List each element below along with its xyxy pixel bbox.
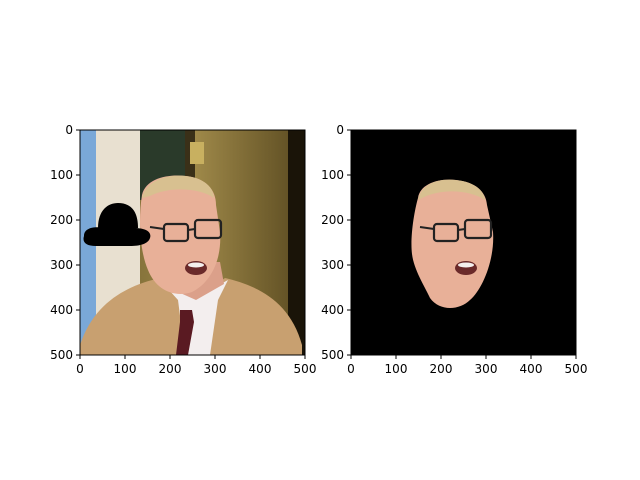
right-x-tick-label: 0	[347, 362, 355, 376]
left-y-tick-label: 100	[50, 168, 73, 182]
left-x-tick-label: 100	[114, 362, 137, 376]
left-image-panel	[80, 130, 305, 355]
left-y-ticks: 0 100 200 300 400 500	[50, 123, 80, 362]
glasses-arm	[149, 226, 165, 230]
left-y-tick-label: 400	[50, 303, 73, 317]
left-axes-frame	[79, 129, 306, 356]
segmented-face	[411, 179, 494, 308]
segmented-glasses-arm	[419, 226, 435, 230]
left-y-tick-label: 300	[50, 258, 73, 272]
glasses-bridge	[187, 228, 196, 231]
segmented-glasses-left	[432, 222, 460, 243]
hair	[142, 175, 214, 198]
right-y-tick-label: 100	[321, 168, 344, 182]
tie	[176, 310, 194, 355]
right-x-tick-label: 400	[520, 362, 543, 376]
right-y-tick-label: 400	[321, 303, 344, 317]
segmented-hair	[418, 179, 485, 200]
hat-crown	[98, 203, 138, 228]
right-x-tick-label: 500	[565, 362, 588, 376]
glasses-lens-left	[162, 222, 190, 243]
right-x-tick-label: 100	[385, 362, 408, 376]
shirt	[160, 280, 228, 355]
right-x-ticks: 0 100 200 300 400 500	[347, 355, 587, 376]
teeth	[188, 262, 204, 268]
left-x-tick-label: 400	[249, 362, 272, 376]
right-y-tick-label: 500	[321, 348, 344, 362]
right-x-tick-label: 200	[430, 362, 453, 376]
right-axes-frame	[350, 129, 577, 356]
left-x-tick-label: 500	[294, 362, 317, 376]
right-y-tick-label: 300	[321, 258, 344, 272]
segmented-glasses-bridge	[457, 228, 466, 231]
left-x-ticks: 0 100 200 300 400 500	[76, 355, 316, 376]
left-x-tick-label: 300	[204, 362, 227, 376]
door-shadow	[288, 130, 305, 355]
hat-brim	[83, 227, 151, 246]
wall-sign	[190, 142, 204, 164]
segmented-teeth	[458, 262, 474, 268]
left-x-tick-label: 0	[76, 362, 84, 376]
right-y-ticks: 0 100 200 300 400 500	[321, 123, 351, 362]
right-x-tick-label: 300	[475, 362, 498, 376]
right-image-panel	[351, 130, 576, 355]
left-x-tick-label: 200	[159, 362, 182, 376]
left-y-tick-label: 0	[65, 123, 73, 137]
right-y-tick-label: 0	[336, 123, 344, 137]
left-y-tick-label: 200	[50, 213, 73, 227]
left-y-tick-label: 500	[50, 348, 73, 362]
right-y-tick-label: 200	[321, 213, 344, 227]
